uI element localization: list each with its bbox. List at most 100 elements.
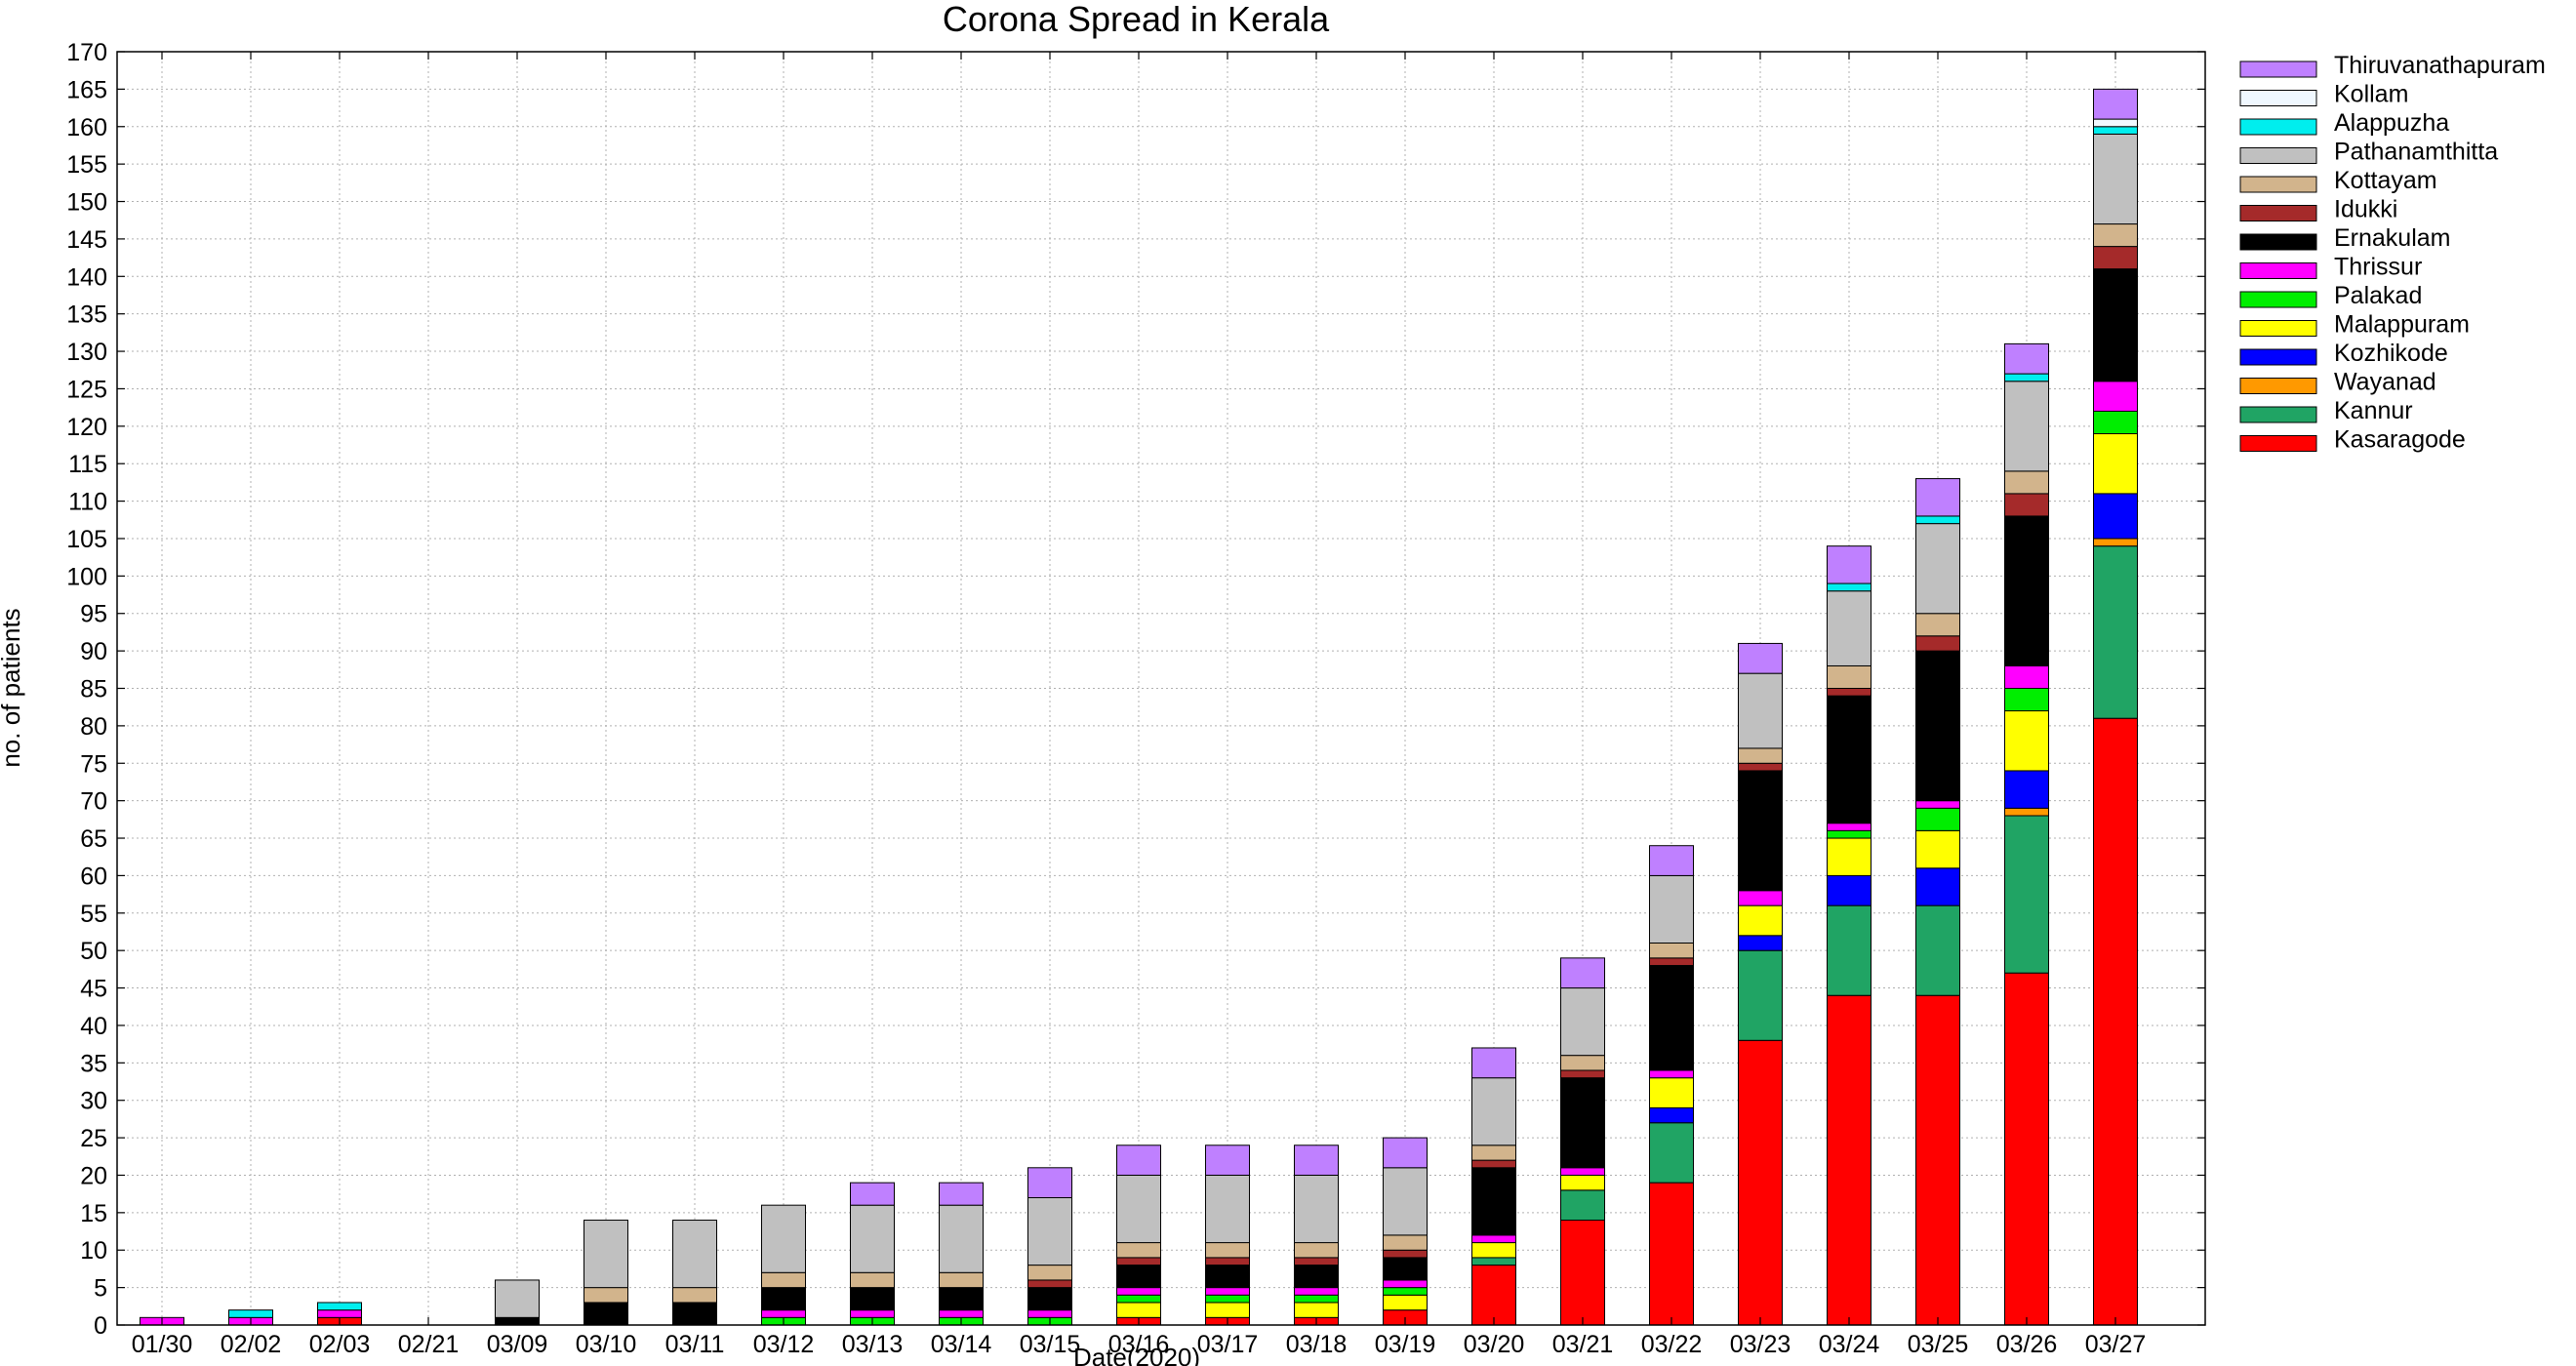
bar-segment	[1649, 943, 1694, 959]
bar-segment	[1383, 1167, 1428, 1236]
bar-segment	[2004, 710, 2049, 772]
y-tick-label: 45	[80, 976, 107, 1003]
bar-segment	[1116, 1242, 1161, 1259]
grid-lines	[117, 52, 2205, 1325]
bar-segment	[850, 1287, 895, 1311]
legend-swatch	[2239, 176, 2317, 193]
x-tick-label: 03/27	[2085, 1331, 2147, 1358]
bar-segment	[1471, 1077, 1516, 1146]
bar-segment	[1471, 1265, 1516, 1326]
bar-segment	[1116, 1287, 1161, 1296]
bar-segment	[1649, 965, 1694, 1071]
y-tick-label: 85	[80, 676, 107, 703]
y-tick-label: 130	[66, 339, 107, 366]
legend-swatch	[2239, 406, 2317, 423]
x-axis: 01/30 02/02 02/03 02/21 03/09 03/10 03/11 03/12…	[132, 52, 2147, 1358]
bar-segment	[2004, 770, 2049, 809]
x-tick-label: 03/23	[1730, 1331, 1791, 1358]
bar-segment	[1294, 1287, 1339, 1296]
bar-segment	[1116, 1145, 1161, 1176]
legend-swatch	[2239, 118, 2317, 136]
bar-segment	[1649, 1077, 1694, 1108]
bar-segment	[584, 1220, 628, 1289]
x-tick-label: 03/14	[931, 1331, 992, 1358]
y-tick-label: 110	[68, 489, 107, 516]
bar-segment	[1205, 1145, 1250, 1176]
legend-swatch	[2239, 205, 2317, 221]
y-tick-label: 125	[66, 376, 107, 403]
bar-segment	[1560, 1174, 1605, 1191]
bar-segment	[1471, 1159, 1516, 1169]
bar-segment	[761, 1287, 806, 1311]
chart-title: Corona Spread in Kerala	[943, 0, 1330, 39]
bar-segment	[1116, 1174, 1161, 1244]
bar-segment	[1294, 1257, 1339, 1266]
y-tick-label: 70	[80, 788, 107, 816]
bar-segment	[1560, 987, 1605, 1057]
x-tick-label: 03/17	[1197, 1331, 1259, 1358]
bar-segment	[2093, 246, 2138, 270]
bar-segment	[850, 1182, 895, 1206]
bar-segment	[1827, 583, 1872, 592]
bar-segment	[1294, 1294, 1339, 1304]
bar-segment	[2093, 433, 2138, 495]
x-tick-label: 03/19	[1375, 1331, 1436, 1358]
legend-swatch	[2239, 147, 2317, 164]
bar-segment	[1205, 1302, 1250, 1318]
y-tick-label: 75	[80, 750, 107, 778]
bar-segment	[1471, 1234, 1516, 1244]
bar-segment	[2004, 493, 2049, 517]
bar-segment	[1827, 837, 1872, 876]
y-tick-label: 170	[66, 39, 107, 66]
bar-segment	[1915, 515, 1960, 525]
legend-label: Kannur	[2334, 397, 2413, 424]
bar-segment	[2004, 342, 2049, 375]
bar-segment	[1205, 1257, 1250, 1266]
bar-segment	[761, 1204, 806, 1273]
bar-segment	[2093, 223, 2138, 248]
legend-swatch	[2239, 262, 2317, 279]
legend-swatch	[2239, 435, 2317, 452]
legend-swatch	[2239, 291, 2317, 308]
y-tick-label: 15	[80, 1200, 107, 1227]
bar-segment	[2093, 268, 2138, 382]
bar-segment	[1738, 770, 1783, 892]
bar-segment	[1294, 1302, 1339, 1318]
bar-segment	[1027, 1167, 1072, 1198]
x-tick-label: 02/02	[221, 1331, 282, 1358]
legend-swatch	[2239, 90, 2317, 106]
x-tick-label: 03/15	[1020, 1331, 1081, 1358]
bar-segment	[1560, 957, 1605, 989]
bar-segment	[1116, 1257, 1161, 1266]
x-tick-label: 03/24	[1819, 1331, 1880, 1358]
y-tick-label: 165	[66, 76, 107, 103]
legend-label: Thiruvanathapuram	[2334, 52, 2546, 79]
bar-segment	[1471, 1145, 1516, 1161]
bar-segment	[1915, 613, 1960, 637]
y-tick-label: 35	[80, 1050, 107, 1077]
bar-segment	[2093, 133, 2138, 225]
bar-segment	[1915, 807, 1960, 831]
y-tick-label: 20	[80, 1162, 107, 1189]
x-tick-label: 03/26	[1996, 1331, 2058, 1358]
y-tick-label: 150	[66, 189, 107, 217]
bar-segment	[1116, 1265, 1161, 1289]
y-tick-label: 30	[80, 1088, 107, 1115]
legend-swatch	[2239, 60, 2317, 78]
bar-segment	[2004, 688, 2049, 712]
bar-segment	[1205, 1242, 1250, 1259]
bar-segment	[1827, 829, 1872, 839]
bar-segment	[2004, 381, 2049, 472]
bar-segment	[2004, 807, 2049, 817]
x-tick-label: 03/22	[1641, 1331, 1703, 1358]
bar-segment	[2093, 493, 2138, 540]
legend-label: Kozhikode	[2334, 340, 2448, 367]
legend-label: Thrissur	[2334, 254, 2422, 281]
legend-label: Ernakulam	[2334, 224, 2451, 252]
y-tick-label: 135	[66, 301, 107, 329]
legend-label: Alappuzha	[2334, 109, 2449, 137]
bar-segment	[1827, 874, 1872, 906]
bar-segment	[1738, 672, 1783, 749]
bar-segment	[2004, 373, 2049, 382]
bar-segment	[1116, 1302, 1161, 1318]
